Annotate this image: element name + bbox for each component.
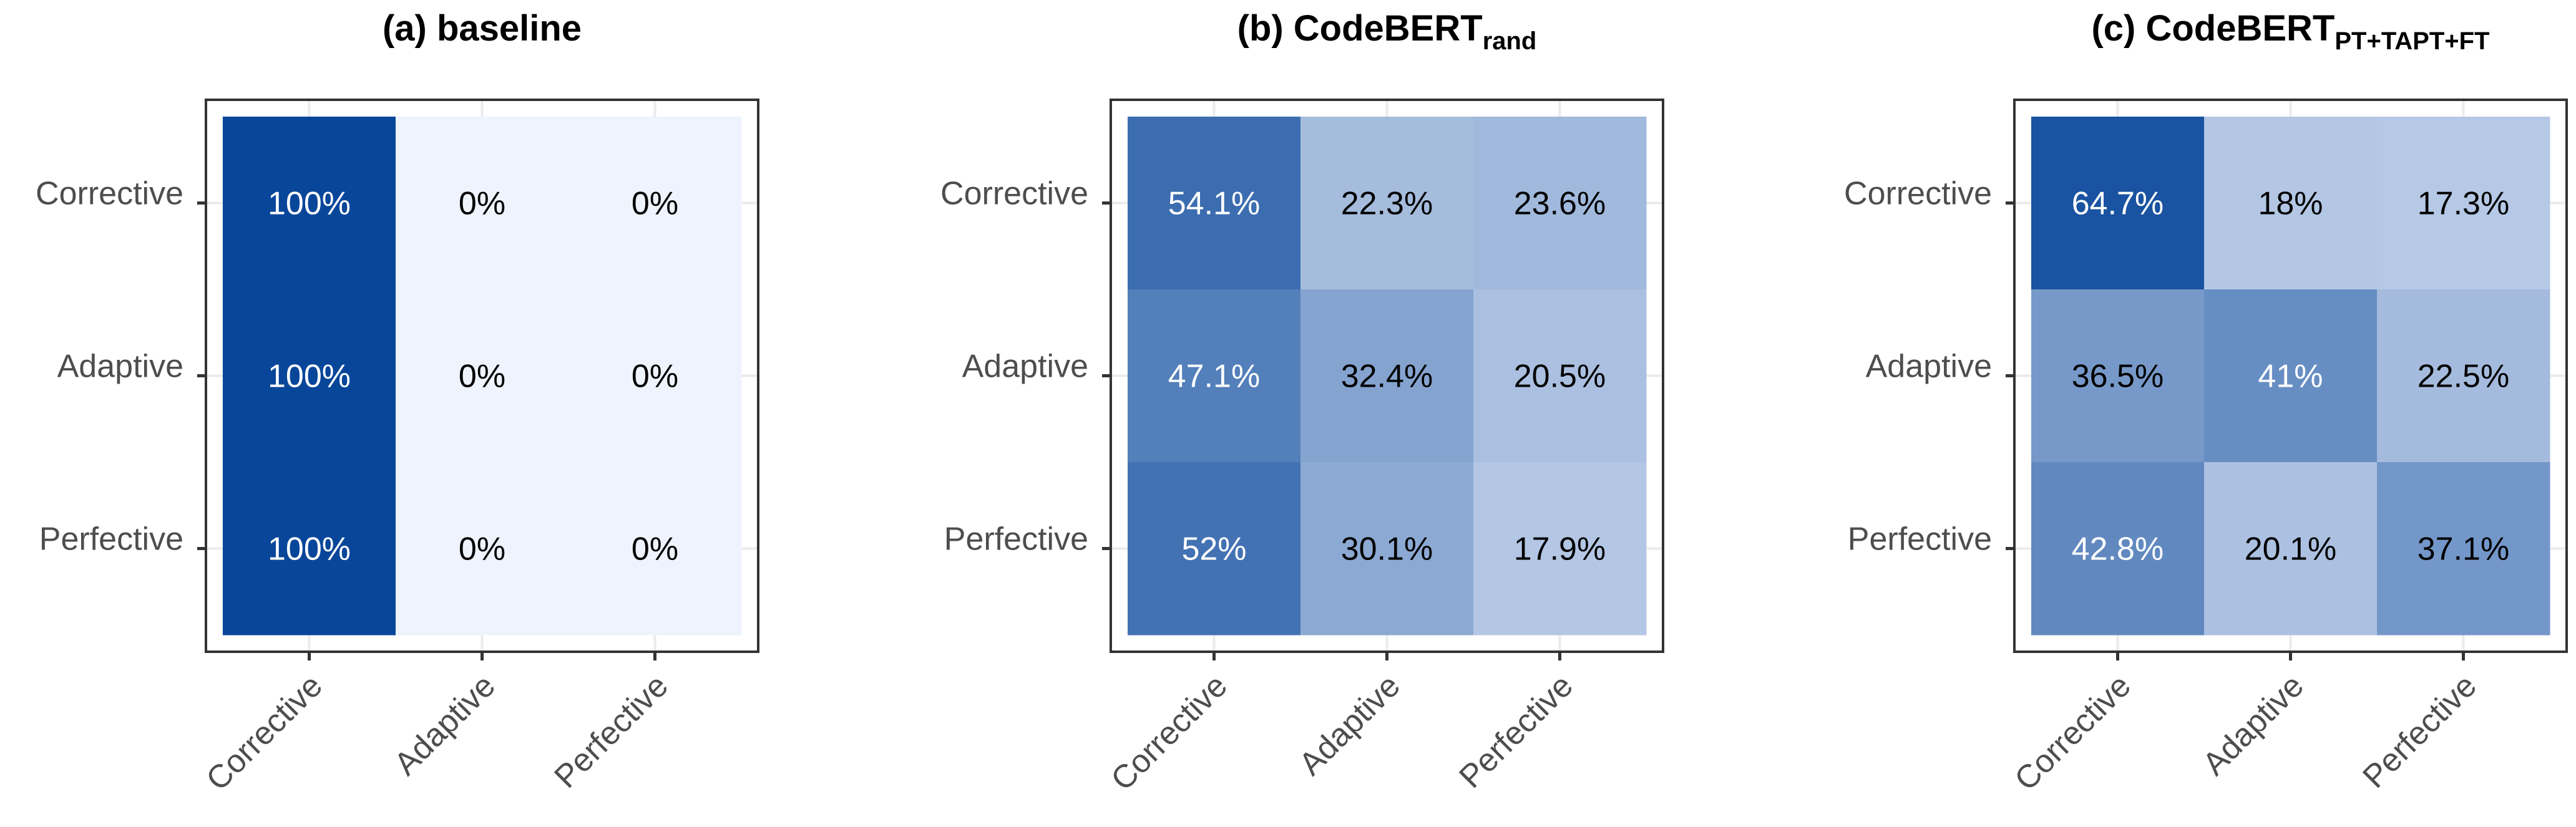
y-tick-label: Adaptive — [1866, 349, 1992, 385]
heatmap-cell — [396, 117, 569, 290]
cell-value-label: 0% — [459, 359, 505, 395]
cell-value-label: 42.8% — [2072, 531, 2164, 568]
cell-value-label: 17.3% — [2417, 186, 2509, 222]
cell-value-label: 30.1% — [1341, 531, 1433, 568]
y-tick-label: Perfective — [944, 521, 1088, 558]
heatmap-cell — [2204, 117, 2378, 290]
heatmap-cell — [1300, 289, 1474, 463]
panel-title-main: (c) CodeBERT — [2091, 8, 2334, 49]
x-tick-label: Perfective — [1452, 667, 1580, 795]
cell-value-label: 18% — [2258, 186, 2323, 222]
cell-value-label: 0% — [632, 359, 678, 395]
panel-title-main: (b) CodeBERT — [1237, 8, 1483, 49]
cell-value-label: 37.1% — [2417, 531, 2509, 568]
cell-value-label: 54.1% — [1168, 186, 1260, 222]
heatmap-panel-1: (a) baseline 100% 0% 0% 100% 0% 0% 100% 0% 0% Corr… — [36, 8, 759, 798]
heatmap-cell — [2377, 117, 2550, 290]
x-tick-label: Corrective — [2008, 667, 2138, 798]
cell-value-label: 41% — [2258, 359, 2323, 395]
panel-title-main: (a) baseline — [383, 8, 582, 49]
cell-value-label: 32.4% — [1341, 359, 1433, 395]
cell-value-label: 100% — [268, 186, 351, 222]
heatmap-cell — [568, 462, 742, 636]
x-tick-label: Corrective — [199, 667, 329, 798]
x-tick-label: Corrective — [1104, 667, 1234, 798]
y-tick-label: Perfective — [1848, 521, 1992, 558]
y-tick-label: Adaptive — [57, 349, 183, 385]
x-tick-label: Perfective — [547, 667, 675, 795]
y-tick-label: Perfective — [39, 521, 183, 558]
cell-value-label: 0% — [632, 531, 678, 568]
heatmap-cell — [2031, 462, 2205, 636]
y-tick-label: Adaptive — [962, 349, 1088, 385]
heatmap-cell — [2377, 462, 2550, 636]
heatmap-cell — [2031, 117, 2205, 290]
heatmap-cell — [2377, 289, 2550, 463]
cell-value-label: 22.3% — [1341, 186, 1433, 222]
cell-value-label: 64.7% — [2072, 186, 2164, 222]
cell-value-label: 23.6% — [1514, 186, 1606, 222]
panel-title: (c) CodeBERTPT+TAPT+FT — [2091, 8, 2489, 55]
heatmap-cell — [223, 289, 396, 463]
heatmap-cell — [1300, 117, 1474, 290]
y-tick-label: Corrective — [36, 176, 183, 212]
cell-value-label: 0% — [459, 186, 505, 222]
heatmap-cell — [1473, 462, 1647, 636]
heatmap-cell — [1473, 289, 1647, 463]
x-tick-label: Adaptive — [2196, 667, 2311, 782]
heatmap-cell — [568, 289, 742, 463]
x-tick-label: Adaptive — [388, 667, 502, 782]
cell-value-label: 47.1% — [1168, 359, 1260, 395]
heatmap-cell — [223, 117, 396, 290]
heatmap-panel-2: (b) CodeBERTrand 54.1% 22.3% 23.6% 47.1% 32.4… — [940, 8, 1664, 798]
x-tick-label: Adaptive — [1292, 667, 1407, 782]
cell-value-label: 0% — [632, 186, 678, 222]
cell-value-label: 20.5% — [1514, 359, 1606, 395]
cell-value-label: 22.5% — [2417, 359, 2509, 395]
panel-title-subscript: rand — [1483, 27, 1537, 55]
heatmap-cell — [396, 289, 569, 463]
heatmap-cell — [2204, 289, 2378, 463]
cell-value-label: 17.9% — [1514, 531, 1606, 568]
cell-value-label: 20.1% — [2245, 531, 2336, 568]
y-tick-label: Corrective — [1844, 176, 1992, 212]
cell-value-label: 36.5% — [2072, 359, 2164, 395]
cell-value-label: 52% — [1181, 531, 1246, 568]
heatmap-cell — [1300, 462, 1474, 636]
y-tick-label: Corrective — [940, 176, 1088, 212]
heatmap-cell — [2031, 289, 2205, 463]
heatmap-cell — [568, 117, 742, 290]
heatmap-cell — [1128, 117, 1301, 290]
heatmap-panel-3: (c) CodeBERTPT+TAPT+FT 64.7% 18% 17.3% 36.5%… — [1844, 8, 2568, 798]
panel-title: (a) baseline — [383, 8, 582, 49]
heatmap-cell — [223, 462, 396, 636]
heatmap-cell — [2204, 462, 2378, 636]
cell-value-label: 100% — [268, 531, 351, 568]
heatmap-cell — [1128, 462, 1301, 636]
x-tick-label: Perfective — [2356, 667, 2484, 795]
heatmap-cell — [1473, 117, 1647, 290]
heatmap-cell — [1128, 289, 1301, 463]
heatmap-cell — [396, 462, 569, 636]
cell-value-label: 100% — [268, 359, 351, 395]
panel-title-subscript: PT+TAPT+FT — [2334, 27, 2489, 55]
panel-title: (b) CodeBERTrand — [1237, 8, 1537, 55]
cell-value-label: 0% — [459, 531, 505, 568]
